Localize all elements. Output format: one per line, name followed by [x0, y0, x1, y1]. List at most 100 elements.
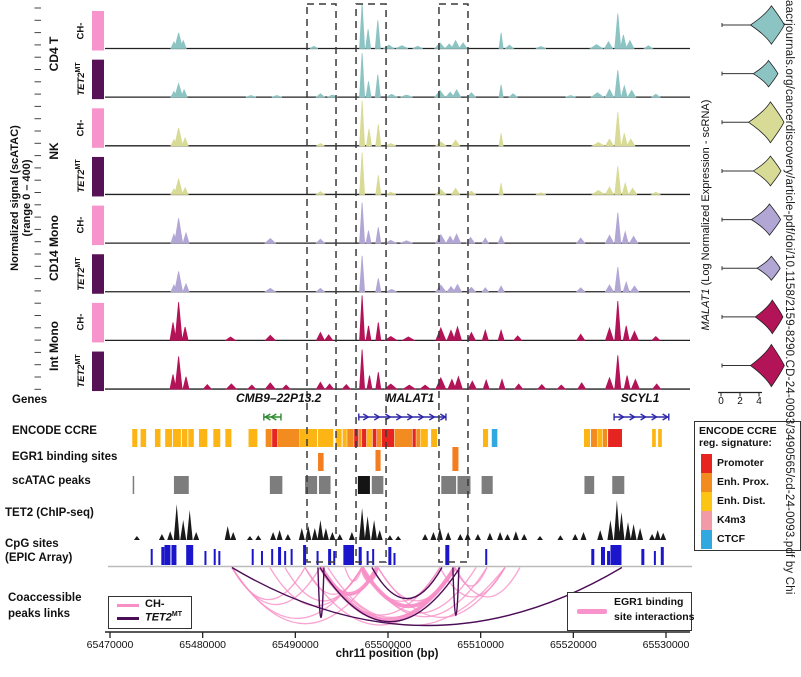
cpg-site-bar: [372, 549, 375, 565]
encode-ccre-segment: [140, 429, 147, 447]
encode-ccre-segment: [318, 429, 334, 447]
x-tick-label: 65470000: [86, 639, 134, 651]
row-label-scatac: scATAC peaks: [12, 475, 91, 487]
cpg-site-bar: [290, 549, 293, 565]
cpg-site-bar: [150, 549, 153, 565]
coaccessible-link-tet2mt: [319, 567, 461, 623]
scatac-peak-box: [371, 476, 384, 494]
cpg-site-bar: [303, 545, 307, 565]
scatac-peak-box: [584, 476, 595, 494]
encode-ccre-segment: [376, 429, 382, 447]
cpg-site-bar: [600, 547, 605, 565]
track-signal: [170, 53, 662, 98]
cpg-site-bar: [358, 547, 362, 565]
encode-ccre-segment: [583, 429, 591, 447]
encode-ccre-segment: [366, 429, 373, 447]
scatac-peak-box: [173, 476, 189, 494]
row-label-cpg-2: (EPIC Array): [5, 552, 73, 564]
row-label-genes: Genes: [12, 394, 48, 406]
cpg-site-bar: [346, 545, 355, 565]
encode-legend-chip: [701, 511, 712, 530]
condition-label: TET2MT: [74, 62, 88, 96]
tet2-chip-signal: [133, 500, 667, 540]
encode-ccre-segment: [482, 429, 489, 447]
highlight-region-box: [355, 3, 387, 563]
encode-ccre-segment: [225, 429, 232, 447]
legend-label-ch: CH-: [145, 598, 165, 610]
highlight-region-box: [438, 3, 469, 563]
violin-body: [750, 203, 782, 236]
cpg-site-bar: [171, 545, 177, 565]
x-tick-label: 65520000: [549, 639, 597, 651]
egr1-interactions-legend: EGR1 binding site interactions: [567, 592, 695, 631]
gene-label: CMB9–22P13.2: [235, 391, 322, 405]
cpg-site-bar: [610, 545, 622, 565]
signal-axis-label: Normalized signal (scATAC) (range 0 – 40…: [9, 125, 33, 271]
encode-ccre-segment: [416, 429, 420, 447]
scatac-peak-box: [357, 476, 370, 494]
coaccessible-link-ch: [454, 567, 488, 587]
condition-swatch: [92, 351, 104, 392]
signal-axis-label-line2: (range 0 – 400): [21, 159, 33, 237]
encode-ccre-segment: [362, 429, 367, 447]
cpg-site-bar: [641, 549, 645, 565]
encode-legend-item-label: Enh. Prox.: [717, 476, 769, 488]
cpg-site-bar: [218, 551, 221, 565]
encode-ccre-segment: [299, 429, 318, 447]
signal-axis-label-line1: Normalized signal (scATAC): [9, 125, 21, 271]
condition-swatch: [92, 11, 104, 51]
track-signal: [169, 349, 662, 390]
track-signal: [170, 152, 662, 195]
scatac-peak-box: [441, 476, 457, 494]
encode-ccre-segment: [381, 429, 395, 447]
egr1-binding-site: [452, 447, 459, 471]
gene-strand-arrow: [417, 413, 425, 421]
legend-label-tet2: TET2MT: [145, 611, 183, 624]
encode-ccre-segment: [658, 429, 662, 447]
condition-swatch: [92, 205, 104, 246]
x-axis-title: chr11 position (bp): [335, 648, 439, 660]
violin-body: [754, 299, 784, 335]
pdf-watermark-text: aacrjournals.org/cancerdiscovery/article…: [783, 0, 795, 595]
row-label-links-2: peaks links: [8, 608, 71, 620]
gene-label: MALAT1: [386, 391, 435, 405]
condition-label: CH-: [75, 22, 87, 39]
violin-tick-label: 0: [718, 396, 724, 407]
cpg-site-bar: [333, 551, 336, 565]
violin-body: [756, 255, 781, 281]
scatac-peak-box: [612, 476, 625, 494]
track-signal: [170, 100, 636, 147]
legend-line-tet2: [117, 617, 139, 620]
gene-strand-arrow: [640, 413, 647, 421]
x-tick-label: 65510000: [457, 639, 505, 651]
x-tick-label: 65500000: [364, 639, 412, 651]
cpg-site-bar: [660, 547, 664, 565]
encode-ccre-segment: [354, 429, 359, 447]
gene-strand-arrow: [618, 413, 625, 421]
cell-group-label: NK: [47, 142, 61, 160]
encode-ccre-segment: [188, 429, 194, 447]
encode-ccre-segment: [420, 429, 428, 447]
gene-strand-arrow: [629, 413, 636, 421]
condition-label: TET2MT: [74, 159, 88, 194]
legend-line-ch: [117, 604, 139, 607]
encode-ccre-segment: [372, 429, 377, 447]
gene-strand-arrow: [406, 413, 414, 421]
cpg-site-bar: [591, 549, 595, 565]
cpg-site-bar: [278, 547, 282, 565]
x-tick-label: 65530000: [642, 639, 690, 651]
encode-ccre-segment: [198, 429, 208, 447]
coaccessible-link-ch: [344, 567, 363, 582]
condition-label: CH-: [75, 313, 87, 331]
violin-tick-label: 2: [737, 396, 743, 407]
gene-strand-arrow: [263, 413, 271, 421]
egr1-binding-site: [318, 453, 324, 471]
scatac-peak-box: [132, 476, 135, 494]
row-label-egr1: EGR1 binding sites: [12, 451, 118, 463]
encode-ccre-segment: [347, 429, 354, 447]
cpg-site-bar: [204, 551, 207, 565]
encode-legend-chip: [701, 454, 712, 473]
cpg-site-bar: [186, 545, 194, 565]
